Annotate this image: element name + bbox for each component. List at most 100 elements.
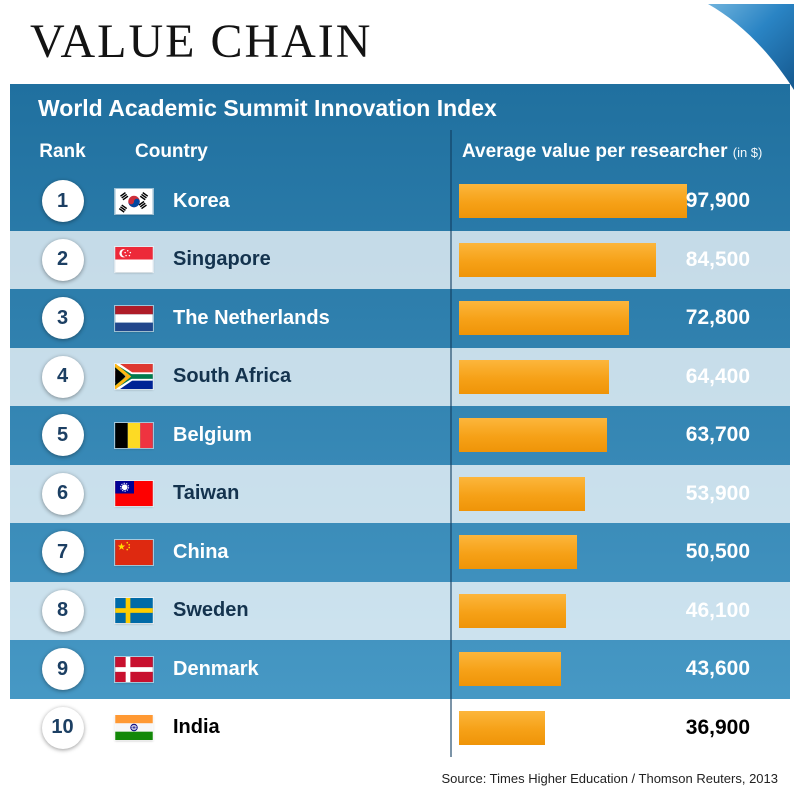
rank-badge: 4 xyxy=(41,355,84,398)
bar-cell: 97,900 xyxy=(450,172,790,231)
page-title: VALUE CHAIN xyxy=(30,15,373,68)
bar-cell: 63,700 xyxy=(450,406,790,465)
page-corner-fold-decoration xyxy=(708,4,794,90)
belgium-flag-icon xyxy=(115,422,165,448)
rank-number: 5 xyxy=(56,423,69,446)
country-row: 5 Belgium 63,700 xyxy=(10,406,790,465)
rank-number: 2 xyxy=(56,248,69,271)
rank-cell: 7 xyxy=(10,531,115,574)
taiwan-flag-icon xyxy=(115,481,165,507)
country-name: China xyxy=(173,540,229,563)
column-headers: Rank Country Average value per researche… xyxy=(10,132,790,172)
value-bar xyxy=(459,301,629,336)
rank-number: 8 xyxy=(56,599,69,622)
value-bar xyxy=(459,418,607,453)
rank-cell: 5 xyxy=(10,414,115,457)
value-bar xyxy=(459,242,656,277)
value-label: 72,800 xyxy=(685,306,750,330)
india-flag-icon xyxy=(115,715,165,741)
rank-badge: 1 xyxy=(41,180,84,223)
panel-header: World Academic Summit Innovation Index xyxy=(38,94,497,121)
column-header-country: Country xyxy=(135,141,208,162)
column-header-rank: Rank xyxy=(39,141,86,162)
bar-cell: 43,600 xyxy=(450,640,790,699)
country-name: Singapore xyxy=(173,248,271,271)
korea-flag-icon xyxy=(115,188,165,214)
rank-number: 6 xyxy=(56,482,69,505)
singapore-flag-icon xyxy=(115,247,165,273)
rank-cell: 3 xyxy=(10,297,115,340)
country-name: Denmark xyxy=(173,657,259,680)
value-label: 36,900 xyxy=(685,715,750,739)
value-label: 63,700 xyxy=(685,423,750,447)
value-bar xyxy=(459,184,687,219)
country-row: 4 South Africa 64,400 xyxy=(10,347,790,407)
value-label: 53,900 xyxy=(685,481,750,505)
rank-number: 9 xyxy=(56,657,69,680)
country-row: 9 Denmark 43,600 xyxy=(10,640,790,699)
value-label: 97,900 xyxy=(685,189,750,213)
column-header-value: Average value per researcher (in $) xyxy=(450,141,790,163)
rank-number: 4 xyxy=(56,365,69,388)
column-divider xyxy=(450,130,452,757)
rank-badge: 6 xyxy=(41,472,84,515)
rank-cell: 6 xyxy=(10,472,115,515)
value-label: 64,400 xyxy=(685,364,750,388)
bar-cell: 64,400 xyxy=(450,348,790,407)
bar-cell: 53,900 xyxy=(450,465,790,524)
country-row: 3 The Netherlands 72,800 xyxy=(10,289,790,348)
country-name: The Netherlands xyxy=(173,306,330,329)
column-header-value-text: Average value per researcher xyxy=(462,141,728,162)
rank-badge: 8 xyxy=(41,589,84,632)
index-panel: World Academic Summit Innovation Index R… xyxy=(10,84,790,757)
value-bar xyxy=(459,652,561,687)
rank-cell: 8 xyxy=(10,589,115,632)
rank-number: 1 xyxy=(56,189,69,212)
rank-cell: 9 xyxy=(10,648,115,691)
country-name: Korea xyxy=(173,189,230,212)
country-row: 6 Taiwan 53,900 xyxy=(10,464,790,524)
country-name: India xyxy=(173,716,220,739)
bar-cell: 36,900 xyxy=(450,699,790,758)
bar-cell: 46,100 xyxy=(450,582,790,641)
country-name: Taiwan xyxy=(173,482,240,505)
bar-cell: 50,500 xyxy=(450,523,790,582)
rank-badge: 10 xyxy=(41,706,84,749)
bar-cell: 84,500 xyxy=(450,231,790,290)
china-flag-icon xyxy=(115,539,165,565)
bar-cell: 72,800 xyxy=(450,289,790,348)
rank-badge: 3 xyxy=(41,297,84,340)
rank-cell: 2 xyxy=(10,238,115,281)
country-name: South Africa xyxy=(173,365,292,388)
denmark-flag-icon xyxy=(115,656,165,682)
source-attribution: Source: Times Higher Education / Thomson… xyxy=(441,771,779,786)
rank-cell: 10 xyxy=(10,706,115,749)
rank-badge: 9 xyxy=(41,648,84,691)
rank-cell: 4 xyxy=(10,355,115,398)
value-bar xyxy=(459,535,577,570)
value-bar xyxy=(459,593,566,628)
rank-number: 7 xyxy=(56,540,69,563)
value-label: 43,600 xyxy=(685,657,750,681)
value-label: 84,500 xyxy=(685,247,750,271)
country-row: 1 Korea 97,900 xyxy=(10,172,790,231)
rank-number: 3 xyxy=(56,306,69,329)
value-bar xyxy=(459,710,545,745)
south-africa-flag-icon xyxy=(115,364,165,390)
rank-badge: 2 xyxy=(41,238,84,281)
country-row: 10 India 36,900 xyxy=(10,698,790,758)
country-name: Sweden xyxy=(173,599,249,622)
country-row: 7 China 50,500 xyxy=(10,523,790,582)
country-name: Belgium xyxy=(173,423,252,446)
value-label: 46,100 xyxy=(685,598,750,622)
rank-cell: 1 xyxy=(10,180,115,223)
sweden-flag-icon xyxy=(115,598,165,624)
rank-badge: 5 xyxy=(41,414,84,457)
rows: 1 Korea 97,900 2 Singapore 84,500 3 The … xyxy=(10,172,790,757)
rank-number: 10 xyxy=(51,716,74,739)
country-row: 8 Sweden 46,100 xyxy=(10,581,790,641)
value-label: 50,500 xyxy=(685,540,750,564)
value-bar xyxy=(459,359,609,394)
netherlands-flag-icon xyxy=(115,305,165,331)
